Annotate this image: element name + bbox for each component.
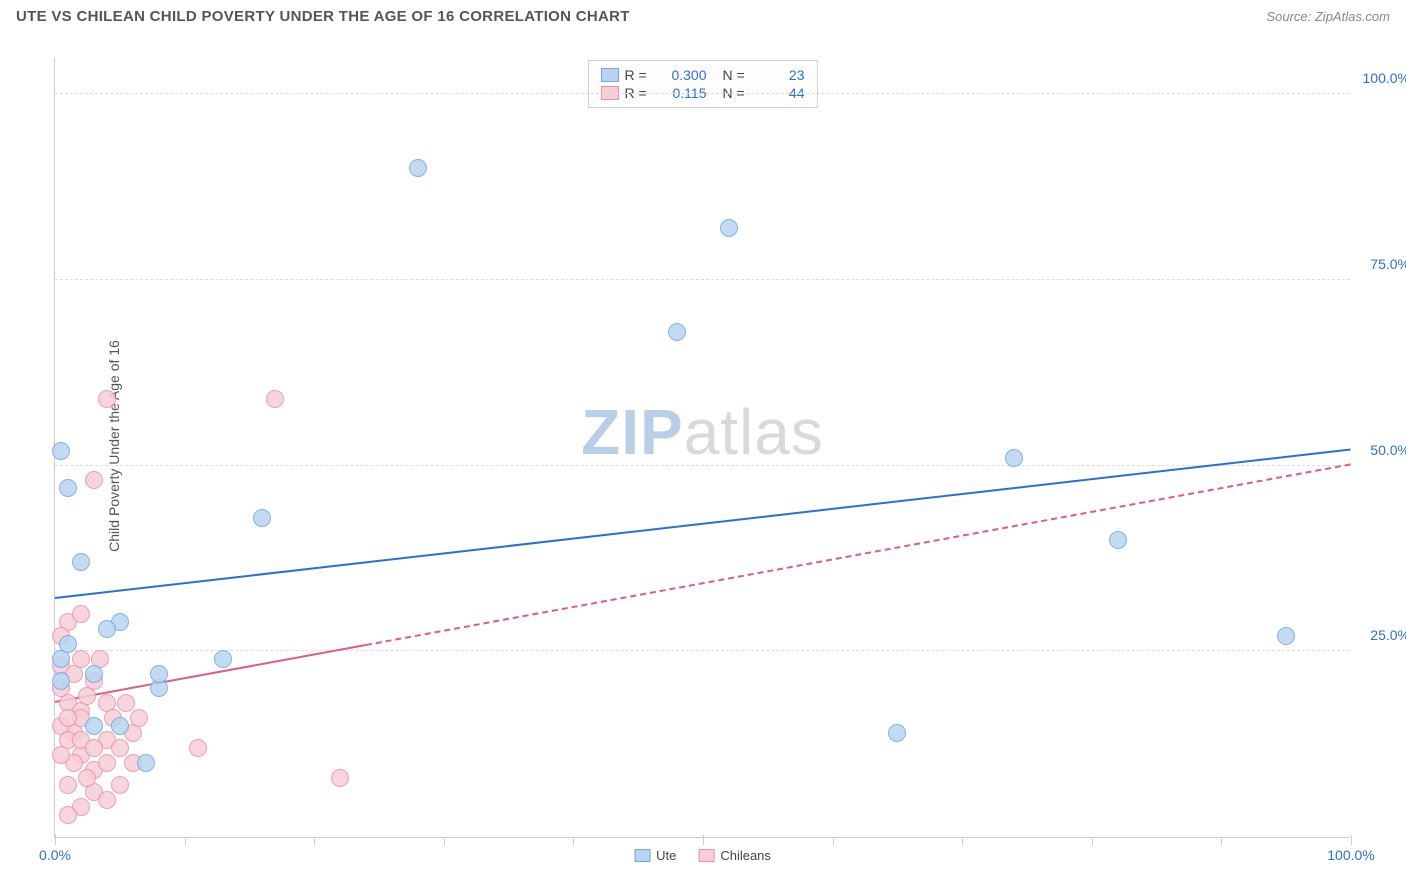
x-tick [55,835,56,845]
data-point-ute [111,717,129,735]
data-point-chileans [85,471,103,489]
data-point-chileans [130,709,148,727]
data-point-chileans [189,739,207,757]
x-tick [1351,835,1352,845]
data-point-ute [409,159,427,177]
data-point-chileans [59,806,77,824]
x-tick [185,839,186,845]
series-legend: Ute Chileans [634,848,771,863]
y-tick-label: 50.0% [1354,442,1406,458]
source-prefix: Source: [1266,9,1314,24]
data-point-ute [1005,449,1023,467]
data-point-ute [668,323,686,341]
data-point-ute [1277,627,1295,645]
chart-header: UTE VS CHILEAN CHILD POVERTY UNDER THE A… [0,0,1406,29]
scatter-chart: ZIPatlas R =0.300N =23R =0.115N =44 UteC… [54,58,1350,838]
data-point-chileans [52,746,70,764]
data-point-chileans [72,605,90,623]
data-point-chileans [98,791,116,809]
data-point-ute [137,754,155,772]
data-point-chileans [85,739,103,757]
chart-title: UTE VS CHILEAN CHILD POVERTY UNDER THE A… [16,8,630,25]
trend-line-ute [55,449,1351,600]
y-tick-label: 75.0% [1354,256,1406,272]
gridline-h [55,650,1350,651]
n-label: N = [723,67,751,83]
x-tick [833,839,834,845]
trend-line-chileans-dashed [366,464,1351,647]
data-point-chileans [266,390,284,408]
data-point-ute [150,665,168,683]
series-legend-item: Chileans [698,848,771,863]
data-point-ute [1109,531,1127,549]
data-point-chileans [98,754,116,772]
data-point-ute [85,717,103,735]
data-point-chileans [117,694,135,712]
legend-swatch [698,849,714,862]
data-point-ute [59,479,77,497]
x-tick [962,839,963,845]
data-point-ute [52,672,70,690]
x-tick [314,839,315,845]
x-tick [573,839,574,845]
r-value: 0.300 [659,67,707,83]
x-tick [1092,839,1093,845]
data-point-chileans [59,776,77,794]
series-legend-label: Chileans [720,848,771,863]
data-point-chileans [111,776,129,794]
data-point-ute [888,724,906,742]
data-point-ute [98,620,116,638]
data-point-chileans [331,769,349,787]
data-point-chileans [78,687,96,705]
legend-swatch [634,849,650,862]
x-tick-label: 100.0% [1327,847,1374,863]
data-point-chileans [59,709,77,727]
data-point-ute [52,442,70,460]
data-point-ute [214,650,232,668]
gridline-h [55,93,1350,94]
data-point-ute [720,219,738,237]
gridline-h [55,465,1350,466]
y-tick-label: 25.0% [1354,627,1406,643]
y-tick-label: 100.0% [1354,70,1406,86]
source-name: ZipAtlas.com [1315,9,1390,24]
data-point-ute [253,509,271,527]
n-value: 23 [757,67,805,83]
data-point-chileans [78,769,96,787]
watermark-part2: atlas [684,396,824,468]
watermark-part1: ZIP [581,396,684,468]
series-legend-label: Ute [656,848,676,863]
data-point-ute [72,553,90,571]
x-tick [703,835,704,845]
watermark: ZIPatlas [581,395,824,469]
series-legend-item: Ute [634,848,676,863]
data-point-ute [85,665,103,683]
correlation-legend: R =0.300N =23R =0.115N =44 [588,60,818,108]
r-label: R = [625,67,653,83]
legend-swatch [601,68,619,82]
data-point-chileans [98,390,116,408]
x-tick [444,839,445,845]
source-attribution: Source: ZipAtlas.com [1266,9,1390,24]
data-point-chileans [111,739,129,757]
data-point-ute [59,635,77,653]
x-tick [1221,839,1222,845]
gridline-h [55,279,1350,280]
correlation-legend-row: R = 0.300 N = 23 [601,67,805,83]
x-tick-label: 0.0% [39,847,71,863]
